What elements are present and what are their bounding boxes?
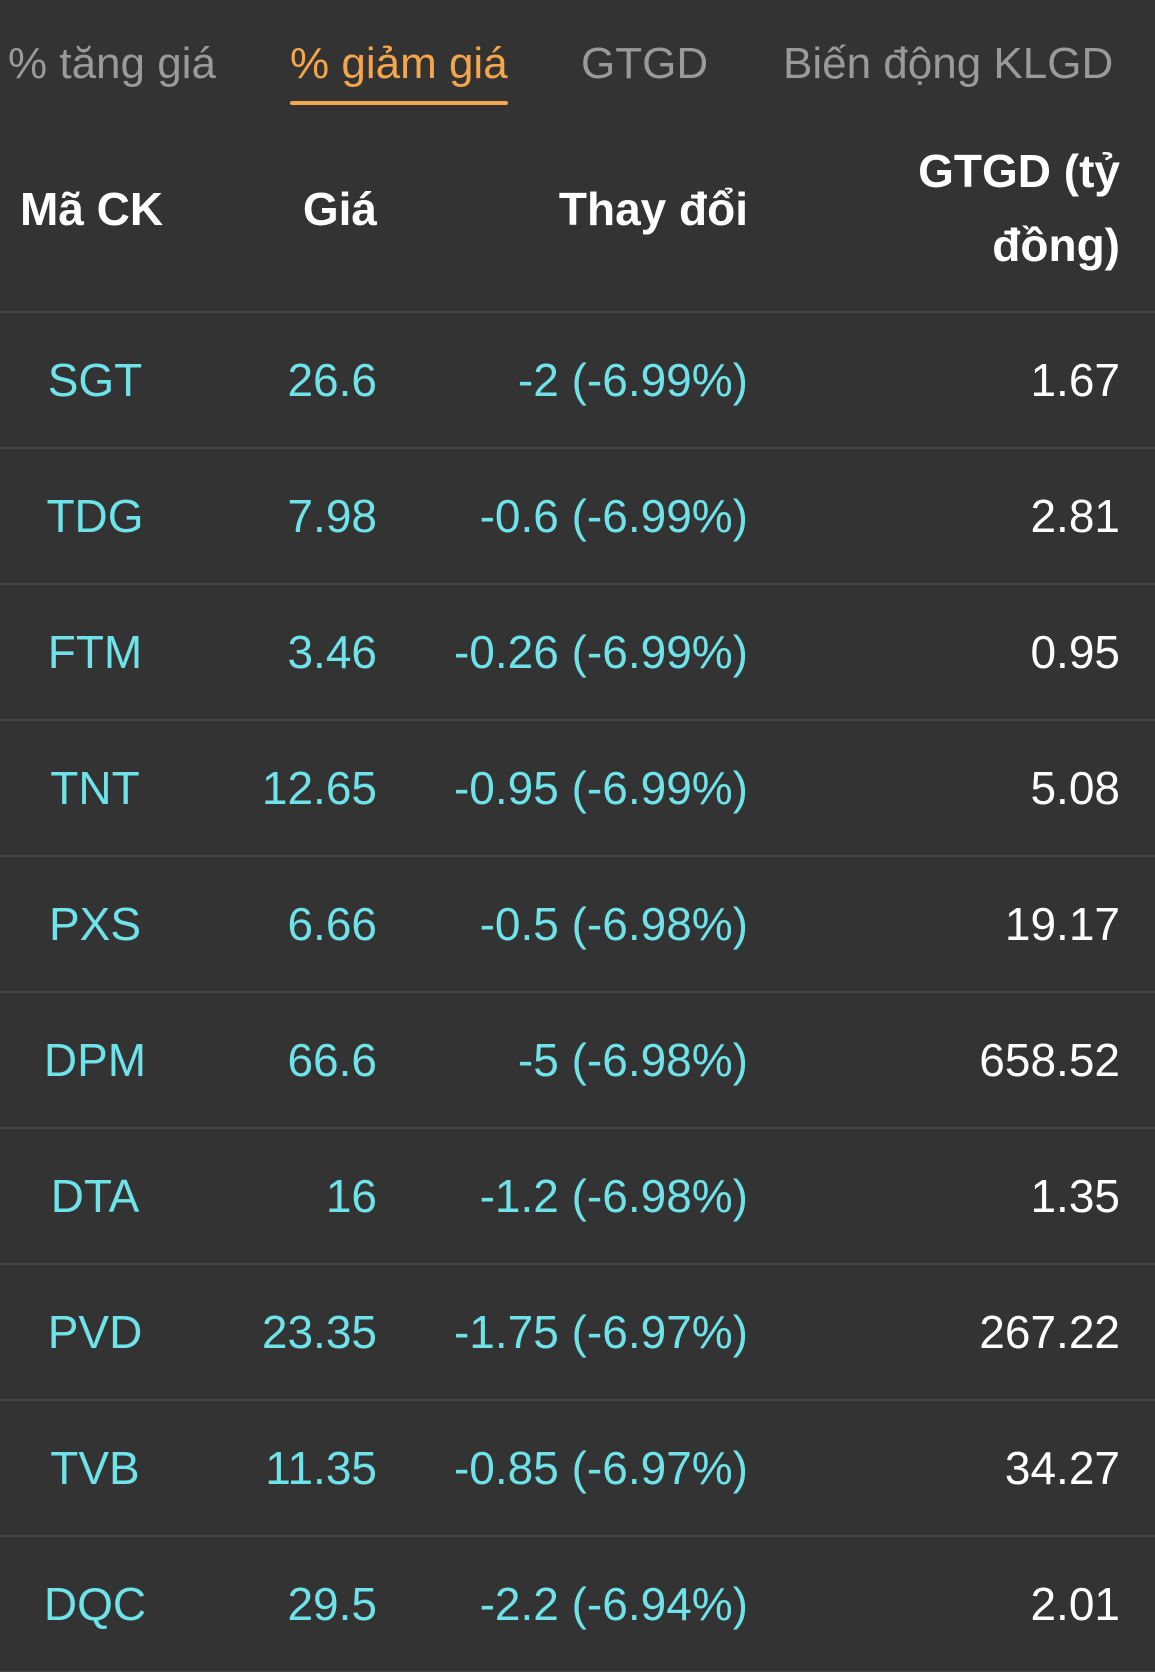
stock-change: -1.75 (-6.97%) <box>453 1306 748 1358</box>
stock-price: 29.5 <box>287 1578 377 1630</box>
stock-change: -5 (-6.98%) <box>517 1034 748 1086</box>
table-row[interactable]: TNT 12.65 -0.95 (-6.99%) 5.08 <box>0 721 1155 857</box>
stock-price: 3.46 <box>287 626 377 678</box>
stock-change: -2 (-6.99%) <box>517 354 748 406</box>
stock-code[interactable]: PXS <box>48 898 142 950</box>
table-body: SGT 26.6 -2 (-6.99%) 1.67 TDG 7.98 -0.6 … <box>0 313 1155 1672</box>
stock-change: -0.26 (-6.99%) <box>453 626 748 678</box>
table-row[interactable]: PVD 23.35 -1.75 (-6.97%) 267.22 <box>0 1265 1155 1401</box>
column-header-change[interactable]: Thay đổi <box>558 183 748 235</box>
trading-value: 1.67 <box>1030 354 1120 406</box>
ranking-tabs: % tăng giá % giảm giá GTGD Biến động KLG… <box>0 0 1155 110</box>
table-row[interactable]: TVB 11.35 -0.85 (-6.97%) 34.27 <box>0 1401 1155 1537</box>
table-row[interactable]: DQC 29.5 -2.2 (-6.94%) 2.01 <box>0 1537 1155 1672</box>
stock-code[interactable]: TDG <box>46 490 144 542</box>
stock-code[interactable]: DTA <box>50 1170 140 1222</box>
table-row[interactable]: TDG 7.98 -0.6 (-6.99%) 2.81 <box>0 449 1155 585</box>
table-header: Mã CK Giá Thay đổi GTGD (tỷ đồng) <box>0 110 1155 313</box>
trading-value: 2.81 <box>1030 490 1120 542</box>
tab-volume-change[interactable]: Biến động KLGD <box>783 39 1114 88</box>
column-header-value[interactable]: GTGD (tỷ đồng) <box>918 145 1120 271</box>
stock-change: -1.2 (-6.98%) <box>479 1170 748 1222</box>
tab-gainers[interactable]: % tăng giá <box>8 39 216 88</box>
stock-code[interactable]: DPM <box>43 1034 147 1086</box>
trading-value: 658.52 <box>979 1034 1120 1086</box>
table-row[interactable]: SGT 26.6 -2 (-6.99%) 1.67 <box>0 313 1155 449</box>
stock-price: 26.6 <box>287 354 377 406</box>
trading-value: 0.95 <box>1030 626 1120 678</box>
trading-value: 2.01 <box>1030 1578 1120 1630</box>
table-row[interactable]: DPM 66.6 -5 (-6.98%) 658.52 <box>0 993 1155 1129</box>
stock-price: 7.98 <box>287 490 377 542</box>
table-row[interactable]: PXS 6.66 -0.5 (-6.98%) 19.17 <box>0 857 1155 993</box>
column-header-price[interactable]: Giá <box>302 183 377 235</box>
stock-price: 12.65 <box>261 762 377 814</box>
trading-value: 19.17 <box>1004 898 1120 950</box>
table-row[interactable]: FTM 3.46 -0.26 (-6.99%) 0.95 <box>0 585 1155 721</box>
stock-price: 16 <box>325 1170 377 1222</box>
stock-change: -0.5 (-6.98%) <box>479 898 748 950</box>
table-row[interactable]: DTA 16 -1.2 (-6.98%) 1.35 <box>0 1129 1155 1265</box>
stock-code[interactable]: PVD <box>47 1306 143 1358</box>
stock-change: -0.95 (-6.99%) <box>453 762 748 814</box>
trading-value: 34.27 <box>1004 1442 1120 1494</box>
stock-change: -0.85 (-6.97%) <box>453 1442 748 1494</box>
stock-price: 23.35 <box>261 1306 377 1358</box>
stock-price: 6.66 <box>287 898 377 950</box>
tab-losers[interactable]: % giảm giá <box>290 39 508 88</box>
tab-trading-value[interactable]: GTGD <box>581 39 709 88</box>
stock-code[interactable]: TVB <box>50 1442 140 1494</box>
column-header-code[interactable]: Mã CK <box>20 183 164 235</box>
stock-code[interactable]: TNT <box>50 762 140 814</box>
active-tab-underline <box>290 101 508 105</box>
stock-change: -0.6 (-6.99%) <box>479 490 748 542</box>
stock-change: -2.2 (-6.94%) <box>479 1578 748 1630</box>
trading-value: 267.22 <box>979 1306 1120 1358</box>
stock-price: 66.6 <box>287 1034 377 1086</box>
stock-code[interactable]: FTM <box>47 626 143 678</box>
stock-price: 11.35 <box>265 1442 377 1494</box>
trading-value: 1.35 <box>1030 1170 1120 1222</box>
trading-value: 5.08 <box>1030 762 1120 814</box>
stock-code[interactable]: DQC <box>43 1578 147 1630</box>
stock-code[interactable]: SGT <box>47 354 143 406</box>
